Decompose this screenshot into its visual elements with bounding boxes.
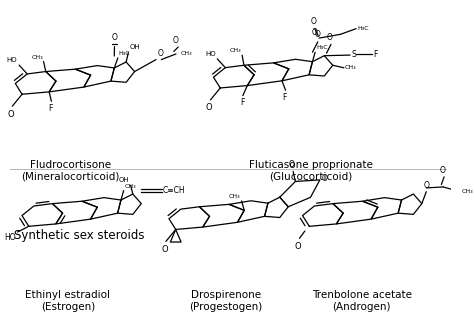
Text: O: O [310,17,316,26]
Text: O: O [158,49,164,58]
Text: (Androgen): (Androgen) [332,302,391,312]
Text: OH: OH [119,177,130,183]
Text: CH₃: CH₃ [229,194,241,199]
Text: O: O [327,33,333,42]
Text: F: F [283,93,287,102]
Text: CH₃: CH₃ [230,48,242,53]
Text: Synthetic sex steroids: Synthetic sex steroids [14,229,145,242]
Text: Drospirenone: Drospirenone [191,291,261,300]
Text: O: O [311,28,318,37]
Text: O: O [206,103,212,112]
Text: Fludrocortisone: Fludrocortisone [29,160,110,170]
Text: CH₃: CH₃ [345,65,356,70]
Text: F: F [374,50,378,59]
Text: H₃C: H₃C [119,51,130,56]
Text: F: F [240,98,244,107]
Text: O: O [423,181,429,190]
Text: S: S [352,50,356,59]
Text: O: O [8,110,14,119]
Text: H₃C: H₃C [316,45,328,50]
Text: F: F [48,104,53,113]
Text: O: O [439,166,445,175]
Text: O: O [322,174,328,183]
Text: O: O [295,242,301,251]
Text: (Estrogen): (Estrogen) [41,302,95,312]
Text: O: O [289,160,295,169]
Text: CH₃: CH₃ [181,52,192,56]
Text: O: O [111,33,118,42]
Text: O: O [161,245,168,254]
Text: Fluticasone proprionate: Fluticasone proprionate [248,160,373,170]
Text: CH₃: CH₃ [125,184,136,189]
Text: H₃C: H₃C [357,26,369,31]
Text: Ethinyl estradiol: Ethinyl estradiol [25,291,110,300]
Text: O: O [173,36,179,45]
Text: CH₃: CH₃ [31,55,43,60]
Text: O: O [315,30,321,39]
Text: (Glucocorticoid): (Glucocorticoid) [269,172,352,182]
Text: CH₃: CH₃ [462,189,473,194]
Text: HO: HO [7,57,18,63]
Text: (Progestogen): (Progestogen) [189,302,263,312]
Text: HO: HO [205,51,216,57]
Text: Trenbolone acetate: Trenbolone acetate [312,291,412,300]
Text: (Mineralocorticoid): (Mineralocorticoid) [21,172,119,182]
Text: C≡CH: C≡CH [163,186,186,195]
Text: OH: OH [129,44,140,50]
Text: HO: HO [5,233,16,242]
